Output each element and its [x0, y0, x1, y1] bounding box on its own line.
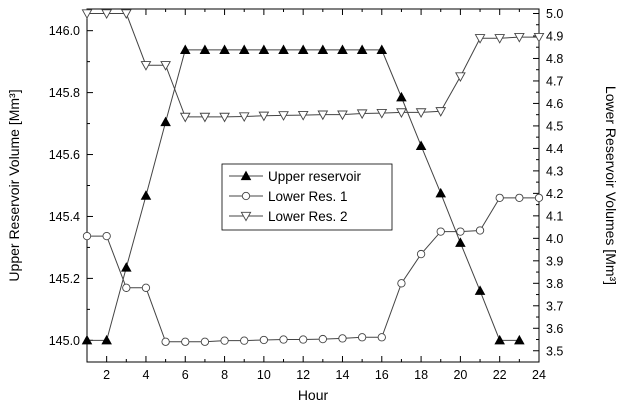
series-0-point	[141, 191, 150, 199]
right-y-tick-label: 3.8	[546, 277, 563, 291]
right-y-tick-label: 4.8	[546, 52, 563, 66]
left-y-tick-label: 145.4	[49, 210, 80, 224]
right-y-tick-label: 4.2	[546, 187, 563, 201]
x-tick-label: 10	[257, 368, 271, 382]
right-y-tick-label: 4.0	[546, 232, 563, 246]
series-1-point	[182, 338, 189, 345]
series-2-point	[456, 73, 465, 81]
series-1-point	[457, 228, 464, 235]
right-y-tick-label: 5.0	[546, 7, 563, 21]
right-y-tick-label: 4.5	[546, 119, 563, 133]
right-y-tick-label: 3.5	[546, 344, 563, 358]
series-1-point	[103, 232, 110, 239]
series-0-point	[456, 238, 465, 246]
series-1-point	[437, 228, 444, 235]
right-y-ticks: 3.5 3.6 3.7 3.8 3.9 4.0 4.1 4.2 4.3 4.4 4.5 4.6 4.7 4…	[533, 7, 563, 358]
series-1-point	[83, 232, 90, 239]
series-0-point	[475, 286, 484, 294]
right-y-tick-label: 4.9	[546, 29, 563, 43]
x-tick-label: 2	[103, 368, 110, 382]
series-0-point	[416, 141, 425, 149]
series-1-point	[516, 194, 523, 201]
legend-label-2: Lower Res. 2	[268, 209, 348, 224]
left-y-tick-label: 145.2	[49, 272, 80, 286]
left-y-axis-title: Upper Reservoir Volume [Mm³]	[6, 89, 22, 281]
series-1-point	[299, 336, 306, 343]
series-1-point	[496, 194, 503, 201]
x-tick-label: 8	[221, 368, 228, 382]
left-y-tick-label: 145.8	[49, 86, 80, 100]
legend-entries: Upper reservoir Lower Res. 1 Lower Res. 2	[229, 169, 362, 224]
series-1-point	[476, 227, 483, 234]
x-tick-label: 16	[375, 368, 389, 382]
left-y-tick-label: 146.0	[49, 24, 80, 38]
series-1-point	[162, 338, 169, 345]
x-tick-label: 12	[296, 368, 310, 382]
series-1-point	[123, 284, 130, 291]
x-tick-label: 24	[532, 368, 546, 382]
series-0-point	[397, 93, 406, 101]
x-tick-label: 4	[142, 368, 149, 382]
x-tick-label: 6	[182, 368, 189, 382]
legend: Upper reservoir Lower Res. 1 Lower Res. 2	[222, 164, 392, 230]
right-y-tick-label: 4.6	[546, 97, 563, 111]
right-y-tick-label: 4.3	[546, 164, 563, 178]
x-tick-label: 14	[336, 368, 350, 382]
left-y-tick-label: 145.6	[49, 148, 80, 162]
series-1-point	[201, 338, 208, 345]
left-y-tick-label: 145.0	[49, 334, 80, 348]
series-1-point	[378, 334, 385, 341]
right-y-tick-label: 3.7	[546, 299, 563, 313]
x-tick-label: 20	[453, 368, 467, 382]
series-1-point	[417, 250, 424, 257]
legend-marker-1	[242, 192, 249, 199]
legend-label-0: Upper reservoir	[268, 169, 362, 184]
series-0-point	[161, 117, 170, 125]
x-axis-title: Hour	[298, 387, 329, 403]
right-y-tick-label: 3.9	[546, 254, 563, 268]
right-y-tick-label: 4.1	[546, 209, 563, 223]
series-1-point	[142, 284, 149, 291]
right-y-tick-label: 3.6	[546, 322, 563, 336]
right-y-tick-label: 4.7	[546, 74, 563, 88]
right-y-axis-title: Lower Reservoir Volumes [Mm³]	[603, 86, 619, 285]
series-1-point	[280, 336, 287, 343]
series-1-point	[339, 335, 346, 342]
series-1-point	[221, 337, 228, 344]
series-0-point	[122, 263, 131, 271]
series-1-point	[319, 335, 326, 342]
x-tick-label: 22	[493, 368, 507, 382]
series-1-point	[260, 336, 267, 343]
series-1-point	[241, 337, 248, 344]
left-y-ticks: 145.0 145.2 145.4 145.6 145.8 146.0	[49, 24, 93, 348]
series-1-point	[398, 280, 405, 287]
series-1-point	[358, 334, 365, 341]
series-1-point	[535, 194, 542, 201]
right-y-tick-label: 4.4	[546, 142, 563, 156]
series-line-2	[87, 13, 539, 116]
series-0-point	[436, 189, 445, 197]
legend-label-1: Lower Res. 1	[268, 189, 348, 204]
x-tick-label: 18	[414, 368, 428, 382]
